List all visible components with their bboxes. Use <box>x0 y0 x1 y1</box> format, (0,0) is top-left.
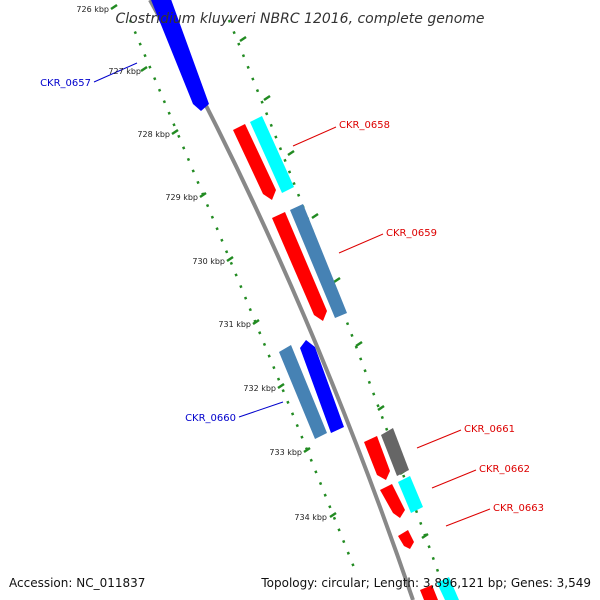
outer-tick-1 <box>239 35 247 43</box>
outer-tick-9 <box>421 532 429 540</box>
leader-ckr-0661 <box>416 429 462 449</box>
gene-ckr-0663[interactable] <box>398 530 414 549</box>
gene-ckr-0659[interactable] <box>272 204 347 321</box>
tick-730 <box>226 255 234 263</box>
leader-ckr-0662 <box>431 469 477 489</box>
gene-ckr-0661-cds[interactable] <box>364 436 390 480</box>
outer-tick-7 <box>377 404 385 412</box>
gene-ckr-0662-cds[interactable] <box>380 484 405 518</box>
tick-label-733: 733 kbp <box>269 448 302 457</box>
gene-labels: CKR_0657 CKR_0658 CKR_0659 CKR_0660 CKR_… <box>40 78 544 514</box>
gene-ckr-0661[interactable] <box>364 428 409 480</box>
leader-lines <box>93 62 491 527</box>
tick-label-727: 727 kbp <box>108 67 141 76</box>
tick-label-732: 732 kbp <box>243 384 276 393</box>
gene-partial-bottom[interactable] <box>420 577 459 600</box>
accession-text: Accession: NC_011837 <box>9 576 145 590</box>
gene-partial-red[interactable] <box>420 585 438 600</box>
major-ticks <box>110 3 337 519</box>
tick-726 <box>110 3 118 11</box>
gene-ckr-0659-rna[interactable] <box>290 204 347 318</box>
gene-label-ckr-0662[interactable]: CKR_0662 <box>479 464 530 475</box>
outer-tick-2 <box>263 94 271 102</box>
gene-ckr-0662[interactable] <box>380 476 423 518</box>
inner-tick-ring <box>128 19 357 571</box>
gene-ckr-0657-cds[interactable] <box>147 0 209 111</box>
leader-ckr-0657 <box>93 62 138 83</box>
gene-label-ckr-0659[interactable]: CKR_0659 <box>386 228 437 239</box>
tick-728 <box>171 128 179 136</box>
tick-label-726: 726 kbp <box>76 5 109 14</box>
gene-ckr-0657[interactable] <box>147 0 209 111</box>
tick-labels: 726 kbp 727 kbp 728 kbp 729 kbp 730 kbp … <box>76 5 327 522</box>
tick-label-731: 731 kbp <box>218 320 251 329</box>
tick-729 <box>199 191 207 199</box>
gene-ckr-0663-cds[interactable] <box>398 530 414 549</box>
gene-ckr-0662-rna[interactable] <box>398 476 423 513</box>
gene-ckr-0658-cds[interactable] <box>233 124 276 200</box>
gene-partial-cyan[interactable] <box>437 577 459 600</box>
gene-label-ckr-0661[interactable]: CKR_0661 <box>464 424 515 435</box>
tick-732 <box>277 382 285 390</box>
gene-label-ckr-0660[interactable]: CKR_0660 <box>185 413 236 424</box>
leader-ckr-0658 <box>292 126 337 147</box>
tick-731 <box>252 318 260 326</box>
gene-ckr-0658[interactable] <box>233 116 294 200</box>
map-title: Clostridium kluyveri NBRC 12016, complet… <box>115 11 484 27</box>
gene-label-ckr-0663[interactable]: CKR_0663 <box>493 503 544 514</box>
tick-label-734: 734 kbp <box>294 513 327 522</box>
gene-ckr-0659-cds[interactable] <box>272 212 327 321</box>
leader-ckr-0659 <box>338 233 384 254</box>
tick-label-730: 730 kbp <box>192 257 225 266</box>
tick-727 <box>140 65 148 73</box>
tick-label-729: 729 kbp <box>165 193 198 202</box>
gene-label-ckr-0658[interactable]: CKR_0658 <box>339 120 390 131</box>
outer-tick-4 <box>311 212 319 220</box>
leader-ckr-0660 <box>238 401 284 418</box>
outer-tick-3 <box>287 149 295 157</box>
gene-ckr-0658-rna[interactable] <box>250 116 294 193</box>
outer-tick-ring <box>227 19 450 600</box>
gene-label-ckr-0657[interactable]: CKR_0657 <box>40 78 91 89</box>
gene-ckr-0661-misc[interactable] <box>381 428 409 476</box>
outer-tick-6 <box>355 340 363 348</box>
tick-733 <box>303 446 311 454</box>
tick-734 <box>329 511 337 519</box>
gene-ckr-0660[interactable] <box>279 340 344 439</box>
topology-text: Topology: circular; Length: 3,896,121 bp… <box>260 576 591 590</box>
leader-ckr-0663 <box>445 508 491 527</box>
tick-label-728: 728 kbp <box>137 130 170 139</box>
gene-ckr-0660-rna[interactable] <box>279 345 327 439</box>
outer-tick-5 <box>333 276 341 284</box>
gene-ckr-0660-cds[interactable] <box>300 340 344 433</box>
